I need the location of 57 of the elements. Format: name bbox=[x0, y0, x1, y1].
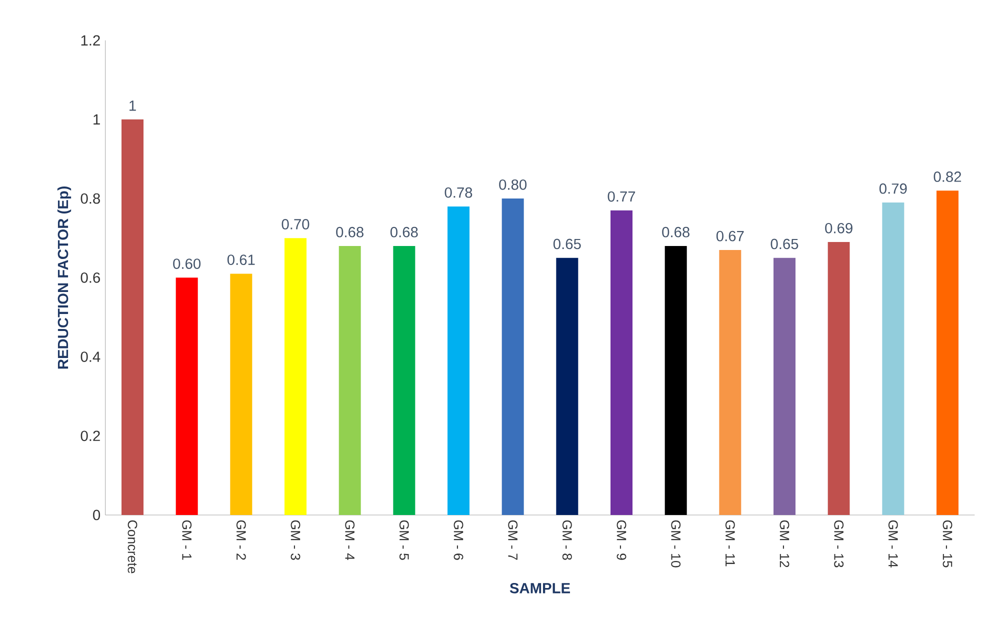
bar bbox=[774, 258, 796, 515]
y-tick-label: 0 bbox=[93, 510, 100, 520]
bar bbox=[610, 210, 633, 515]
x-tick-label: GM - 13 bbox=[834, 520, 844, 568]
data-label: 0.77 bbox=[608, 191, 636, 202]
x-tick-label: GM - 7 bbox=[508, 520, 518, 560]
data-label: 0.70 bbox=[282, 219, 310, 230]
data-label: 0.68 bbox=[336, 226, 364, 238]
data-label: 0.67 bbox=[716, 230, 744, 242]
y-tick-label: 0.8 bbox=[80, 193, 100, 204]
data-label: 0.61 bbox=[227, 254, 255, 265]
x-tick-label: GM - 3 bbox=[290, 520, 300, 560]
data-label: 0.69 bbox=[825, 222, 852, 234]
x-tick-label: GM - 5 bbox=[399, 520, 409, 560]
data-label: 0.78 bbox=[444, 187, 472, 198]
y-tick-label: 0.6 bbox=[80, 272, 100, 283]
y-tick-label: 0.4 bbox=[80, 352, 100, 362]
bar bbox=[936, 190, 958, 515]
bar bbox=[122, 119, 144, 515]
bar bbox=[556, 258, 578, 515]
bar bbox=[338, 246, 361, 515]
bar bbox=[882, 202, 904, 515]
data-label: 0.68 bbox=[662, 226, 690, 238]
x-tick-label: GM - 10 bbox=[671, 520, 681, 568]
bar bbox=[393, 246, 416, 515]
y-tick-label: 1.2 bbox=[81, 35, 100, 46]
x-tick-label: GM - 15 bbox=[942, 520, 952, 568]
data-label: 0.82 bbox=[934, 172, 962, 182]
x-tick-label: GM - 9 bbox=[616, 520, 626, 560]
data-label: 0.65 bbox=[553, 238, 581, 250]
y-axis-title: REDUCTION FACTOR (Ep) bbox=[57, 186, 72, 369]
bar bbox=[230, 274, 252, 515]
data-label: 0.80 bbox=[499, 179, 527, 190]
x-tick-label: GM - 8 bbox=[562, 520, 572, 560]
data-label: 0.68 bbox=[390, 226, 418, 238]
bar bbox=[828, 242, 850, 515]
bar bbox=[664, 246, 687, 515]
bar bbox=[502, 198, 524, 515]
x-tick-label: GM - 12 bbox=[780, 520, 790, 568]
x-tick-label: GM - 1 bbox=[182, 520, 192, 560]
data-label: 0.79 bbox=[879, 183, 907, 194]
data-label: 0.60 bbox=[173, 258, 201, 269]
bar bbox=[284, 238, 307, 515]
x-tick-label: GM - 2 bbox=[236, 520, 246, 560]
data-label: 1 bbox=[130, 100, 136, 111]
x-tick-label: GM - 14 bbox=[888, 520, 898, 568]
x-axis-title: SAMPLE bbox=[510, 582, 570, 594]
bar bbox=[719, 250, 742, 515]
y-tick-label: 0.2 bbox=[80, 430, 100, 442]
x-tick-label: GM - 6 bbox=[454, 520, 464, 560]
x-tick-label: Concrete bbox=[128, 520, 138, 574]
x-tick-label: GM - 4 bbox=[345, 520, 355, 560]
data-label: 0.65 bbox=[770, 238, 798, 250]
bar bbox=[448, 206, 470, 515]
x-tick-label: GM - 11 bbox=[725, 520, 735, 566]
bar bbox=[176, 278, 198, 515]
y-tick-label: 1 bbox=[94, 114, 100, 124]
